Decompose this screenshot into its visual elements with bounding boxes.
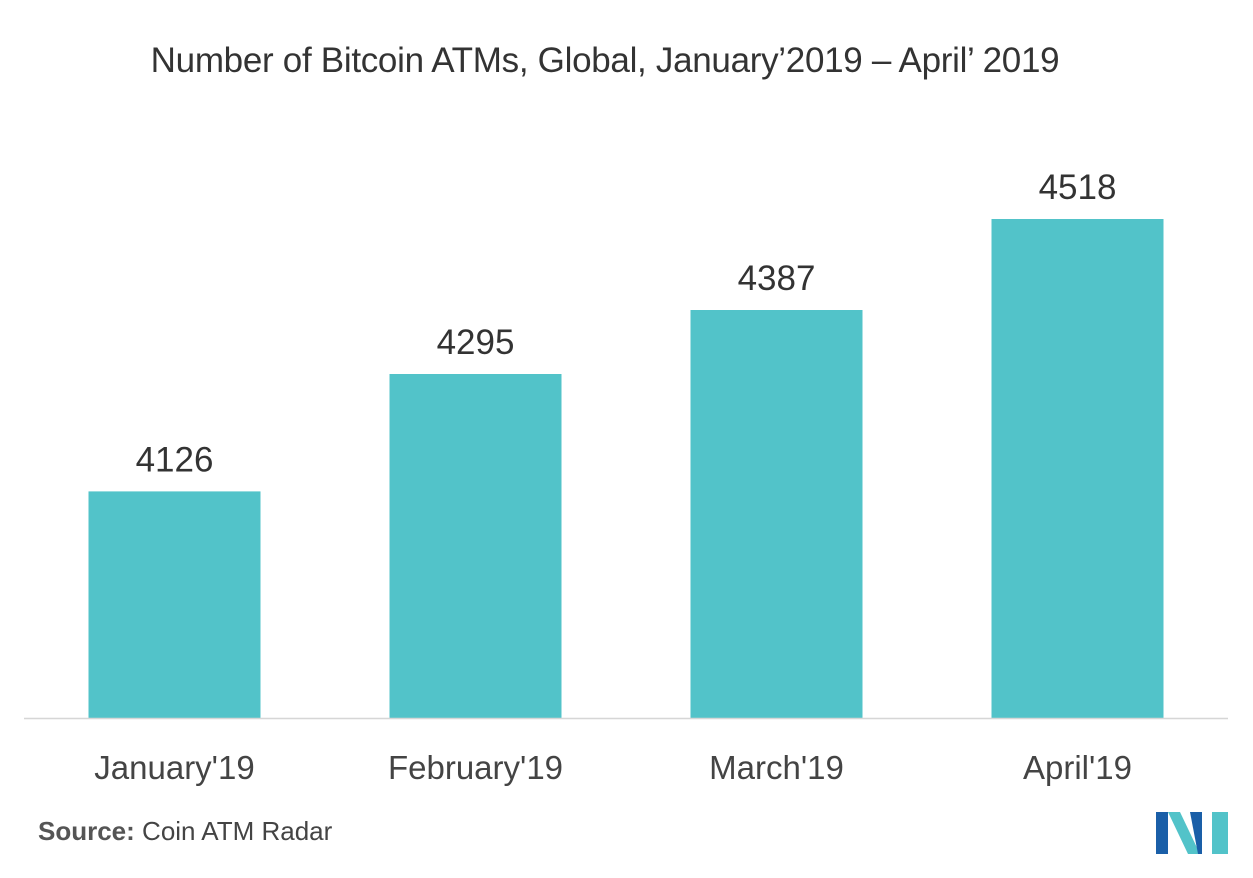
logo-left-shape — [1156, 812, 1168, 854]
bar-value-label-0: 4126 — [136, 440, 214, 479]
chart-title: Number of Bitcoin ATMs, Global, January’… — [150, 41, 1060, 80]
bar-3 — [991, 219, 1164, 718]
bar-0 — [88, 491, 261, 718]
value-labels-layer: 4126 4295 4387 4518 — [136, 168, 1117, 479]
logo-right-shape — [1212, 812, 1228, 854]
bar-1 — [389, 374, 562, 718]
bar-chart: 4126 4295 4387 4518 January'19 February'19 Ma… — [24, 168, 1228, 786]
x-tick-labels-layer: January'19 February'19 March'19 April'19 — [94, 749, 1132, 786]
x-tick-label-1: February'19 — [388, 749, 563, 786]
logo-diagonal-shape — [1168, 812, 1200, 854]
bar-value-label-2: 4387 — [738, 259, 816, 298]
bar-value-label-1: 4295 — [437, 323, 515, 362]
bars-layer — [88, 219, 1164, 718]
mordor-intelligence-logo-icon — [1156, 812, 1228, 854]
bar-value-label-3: 4518 — [1039, 168, 1117, 207]
source-text: Coin ATM Radar — [134, 816, 333, 846]
x-tick-label-2: March'19 — [709, 749, 844, 786]
bar-2 — [690, 310, 863, 718]
source-note: Source: Coin ATM Radar — [38, 816, 332, 847]
x-tick-label-0: January'19 — [94, 749, 254, 786]
x-tick-label-3: April'19 — [1023, 749, 1132, 786]
source-label: Source: — [38, 816, 135, 846]
logo-middle-shape — [1190, 812, 1202, 854]
